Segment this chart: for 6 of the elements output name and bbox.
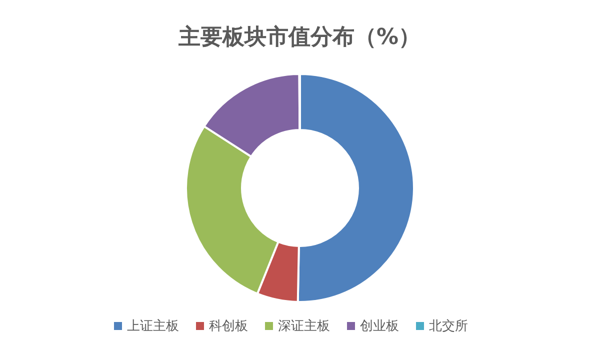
chart-title: 主要板块市值分布（%） bbox=[177, 24, 421, 50]
legend-label: 科创板 bbox=[209, 319, 248, 334]
legend-label: 北交所 bbox=[429, 318, 468, 334]
legend-label: 创业板 bbox=[360, 319, 399, 334]
legend-label: 上证主板 bbox=[127, 318, 179, 334]
legend-label: 深证主板 bbox=[278, 318, 330, 334]
